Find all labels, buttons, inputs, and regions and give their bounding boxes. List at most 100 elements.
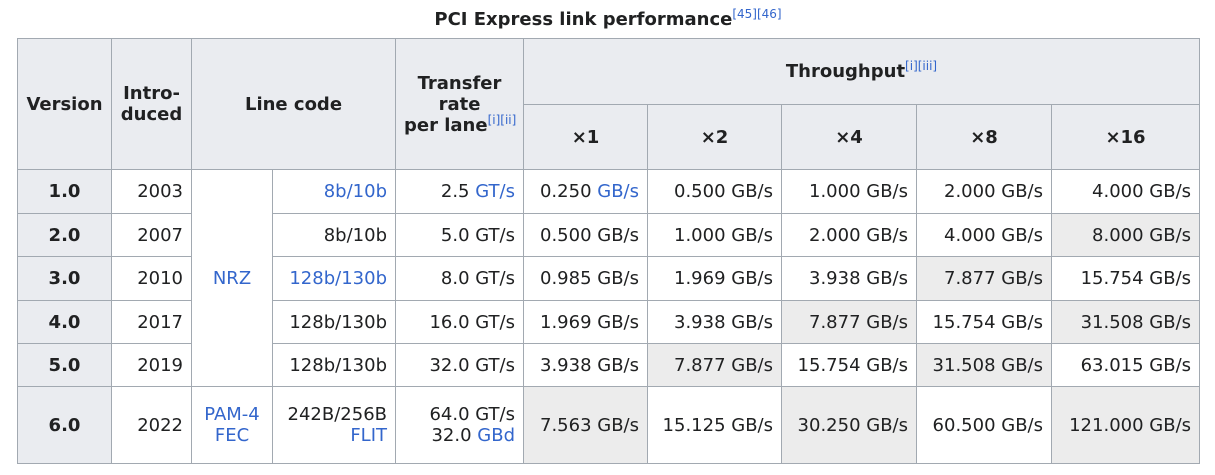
cell-line: 3.938 GB/s [532,355,639,376]
text: Throughput [785,61,906,82]
header-throughput: Throughput[i][iii] [522,38,1201,105]
ref[interactable]: [i][ii] [487,112,517,127]
cell-line: 31.508 GB/s [925,355,1043,376]
link[interactable]: 8b/10b [323,181,387,202]
throughput-cell: 1.969 GB/s [647,256,782,301]
throughput-cell: 0.500 GB/s [647,169,782,214]
throughput-cell: 1.000 GB/s [781,169,917,214]
cell-line: 128b/130b [281,355,387,376]
code-cell: 8b/10b [272,213,396,257]
text: 121.000 GB/s [1069,414,1192,436]
throughput-cell: 3.938 GB/s [781,256,917,301]
throughput-cell: 15.754 GB/s [916,300,1052,344]
text: 4.000 GB/s [1092,181,1192,202]
cell-line: 64.0 GT/s [404,404,515,425]
text: 0.500 GB/s [674,181,773,202]
cell-line: 15.754 GB/s [925,312,1043,333]
throughput-cell: 8.000 GB/s [1050,213,1201,257]
text: 31.508 GB/s [1080,311,1192,333]
caption-refs[interactable]: [45][46] [732,7,782,21]
cell-line: 1.969 GB/s [656,268,773,289]
data-row: 6.0 2022 PAM-4 FEC 242B/256B FLIT 64.0 GT/s 32.… [17,386,1201,464]
text: 8b/10b [323,224,387,246]
throughput-cell: 15.754 GB/s [1050,256,1201,301]
cell-line: 3.938 GB/s [656,312,773,333]
text: 1.969 GB/s [540,311,639,333]
cell-line: 7.877 GB/s [790,312,908,333]
text: 242B/256B [287,404,387,425]
throughput-cell: 0.500 GB/s [523,213,648,257]
text: 16.0 GT/s [429,311,515,333]
text: 1.969 GB/s [674,268,773,289]
rate-cell: 32.0 GT/s [395,343,524,387]
cell-line: 0.500 GB/s [532,225,639,246]
cell-line: 1.000 GB/s [790,181,908,202]
version-cell: 6.0 [17,386,112,464]
throughput-cell: 4.000 GB/s [1050,169,1201,214]
text: 32.0 GT/s [429,354,515,376]
cell-line: 0.250 GB/s [532,181,639,202]
throughput-cell: 2.000 GB/s [916,169,1052,214]
data-row: 2.0 2007 8b/10b 5.0 GT/s 0.500 GB/s 1.000 GB/… [17,213,1201,257]
code-cell: 128b/130b [272,256,396,301]
throughput-cell: 15.125 GB/s [647,386,782,464]
text: 7.877 GB/s [944,268,1043,289]
throughput-cell: 7.877 GB/s [916,256,1052,301]
header-version: Version [17,38,112,170]
link[interactable]: GB/s [597,181,639,202]
link[interactable]: FLIT [350,425,387,446]
link[interactable]: GT/s [475,181,515,202]
link[interactable]: GBd [477,425,515,446]
cell-line: 4.000 GB/s [1060,181,1191,202]
code-cell: 8b/10b [272,169,396,214]
cell-line: 2.000 GB/s [790,225,908,246]
cell-line: 4.000 GB/s [925,225,1043,246]
throughput-cell: 60.500 GB/s [916,386,1052,464]
version-cell: 5.0 [17,343,112,387]
introduced-cell: 2010 [111,256,192,301]
rate-cell: 2.5 GT/s [395,169,524,214]
text: 1.000 GB/s [674,224,773,246]
throughput-cell: 4.000 GB/s [916,213,1052,257]
text: 15.754 GB/s [932,311,1043,333]
link[interactable]: 128b/130b [289,268,387,289]
text: 128b/130b [289,354,387,376]
text: 8.0 GT/s [440,268,515,289]
ref[interactable]: [i][iii] [905,59,938,73]
text: 7.877 GB/s [809,311,908,333]
cell-line: 128b/130b [281,268,387,289]
cell-line: 15.754 GB/s [1060,268,1191,289]
introduced-cell: 2017 [111,300,192,344]
cell-line: 15.754 GB/s [790,355,908,376]
text: per lane [404,114,488,136]
throughput-cell: 3.938 GB/s [647,300,782,344]
text: 15.125 GB/s [662,414,773,436]
cell-line: Intro- [120,83,183,104]
header-lanes: ×1 [523,104,648,170]
rate-cell: 64.0 GT/s 32.0 GBd [395,386,524,464]
header-transfer-rate: Transfer rate per lane[i][ii] [395,38,524,170]
link[interactable]: NRZ [212,267,252,289]
rate-cell: 8.0 GT/s [395,256,524,301]
text: 1.000 GB/s [809,181,908,202]
cell-line: NRZ [198,268,266,289]
throughput-cell: 7.563 GB/s [523,386,648,464]
data-row: 4.0 2017 128b/130b 16.0 GT/s 1.969 GB/s 3.938… [17,300,1201,344]
cell-line: 128b/130b [281,312,387,333]
throughput-cell: 7.877 GB/s [647,343,782,387]
text: 2.000 GB/s [809,224,908,246]
cell-line: 8.000 GB/s [1060,225,1191,246]
cell-line: PAM-4 [198,404,266,425]
text: rate [438,93,481,115]
code-cell: 128b/130b [272,343,396,387]
link[interactable]: FEC [214,425,250,446]
introduced-cell: 2022 [111,386,192,464]
link[interactable]: PAM-4 [204,404,260,425]
cell-line: 2.000 GB/s [925,181,1043,202]
throughput-cell: 31.508 GB/s [916,343,1052,387]
cell-line: 2.5 GT/s [404,181,515,202]
text: 32.0 [431,425,472,446]
throughput-cell: 1.000 GB/s [647,213,782,257]
data-row: 3.0 2010 128b/130b 8.0 GT/s 0.985 GB/s 1.969 … [17,256,1201,301]
